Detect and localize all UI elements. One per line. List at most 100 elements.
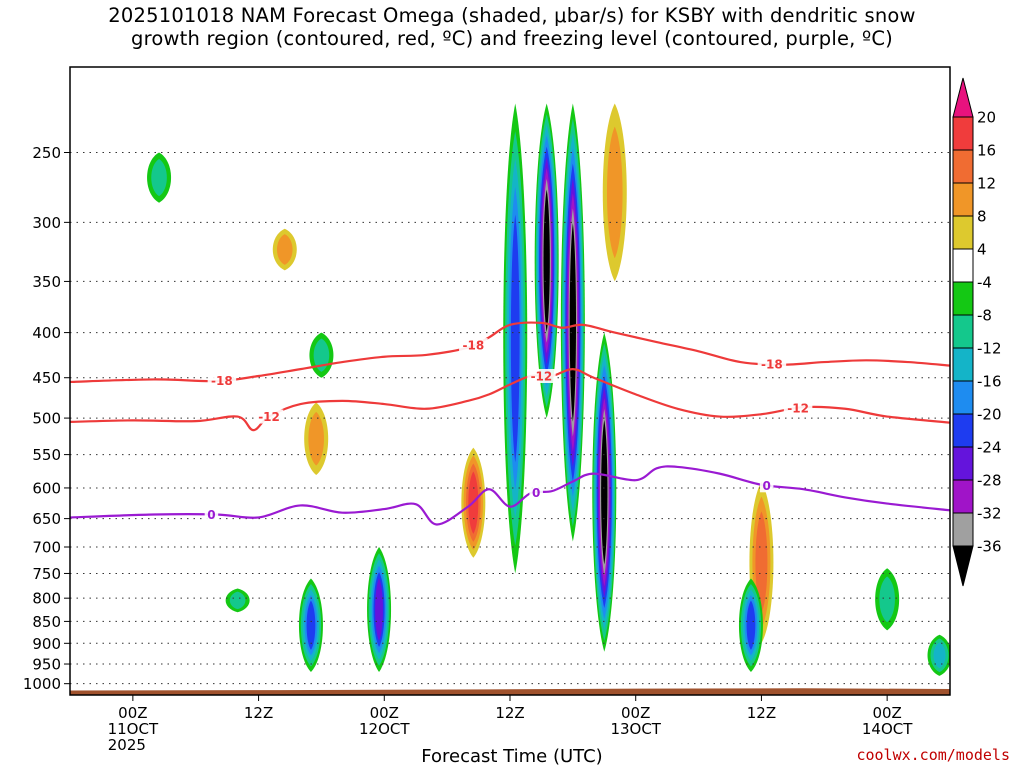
x-tick-label-18-1: 12Z xyxy=(244,704,273,722)
contour-label-bg-0-2 xyxy=(759,478,774,493)
omega-cell-1-level-60 xyxy=(276,234,293,265)
x-tick-label-6-2: 11OCT xyxy=(108,720,159,738)
colorbar-tick--8: -8 xyxy=(977,307,992,325)
colorbar-tick-8: 8 xyxy=(977,208,987,226)
contour-label--12-0: -12 xyxy=(258,410,280,424)
omega-cell-9-level-16 xyxy=(543,189,550,332)
omega-cell-2-level-60 xyxy=(313,338,330,372)
omega-cell-6-level-23 xyxy=(375,578,383,641)
y-tick-label-350: 350 xyxy=(32,273,61,291)
contour-label-0-2: 0 xyxy=(762,479,770,493)
title-line-2: growth region (contoured, red, ºC) and f… xyxy=(131,27,893,50)
omega-cell-13-level-43 xyxy=(755,511,768,614)
x-tick-label-30-1: 00Z xyxy=(370,704,399,722)
x-tick-label-6-3: 2025 xyxy=(108,736,146,754)
y-tick-label-500: 500 xyxy=(32,410,61,428)
y-tick-label-650: 650 xyxy=(32,510,61,528)
x-tick-label-42-1: 12Z xyxy=(495,704,524,722)
colorbar-bin--12--8 xyxy=(952,314,974,349)
omega-cell-5-level-27 xyxy=(306,600,316,650)
y-tick-label-250: 250 xyxy=(32,144,61,162)
y-tick-label-600: 600 xyxy=(32,479,61,497)
omega-cell-15-level-60 xyxy=(879,576,895,623)
colorbar-tick--36: -36 xyxy=(977,538,1002,556)
contour-label-bg-0-0 xyxy=(204,507,219,522)
y-tick-label-900: 900 xyxy=(32,635,61,653)
colorbar-bin--16--12 xyxy=(952,347,974,382)
y-tick-label-400: 400 xyxy=(32,324,61,342)
omega-colorbar: 20 16 12 8 4 -4 -8 -12 -16 -20 -24 -28 -32 -36 xyxy=(952,77,1002,587)
contour-label-0-0: 0 xyxy=(207,508,215,522)
colorbar-bin--28--24 xyxy=(952,446,974,481)
contour-label--12-1: -12 xyxy=(531,370,553,384)
omega-cell-3-level-60 xyxy=(308,411,324,466)
colorbar-bin-16-20 xyxy=(952,116,974,151)
colorbar-tick--12: -12 xyxy=(977,340,1002,358)
colorbar-tick--16: -16 xyxy=(977,373,1002,391)
colorbar-bin-top xyxy=(952,77,974,118)
colorbar-bin--24--20 xyxy=(952,413,974,448)
colorbar-bin-4-8 xyxy=(952,215,974,250)
contour-label-0-1: 0 xyxy=(532,486,540,500)
title-line-1: 2025101018 NAM Forecast Omega (shaded, μ… xyxy=(108,4,916,27)
omega-cell-4-level-60 xyxy=(229,591,246,610)
y-tick-label-1000: 1000 xyxy=(23,675,61,693)
contour-label-bg--12-0 xyxy=(254,409,284,424)
x-tick-label-6-1: 00Z xyxy=(118,704,147,722)
chart-title: 2025101018 NAM Forecast Omega (shaded, μ… xyxy=(0,4,1024,50)
y-tick-label-450: 450 xyxy=(32,369,61,387)
x-tick-label-78-2: 14OCT xyxy=(862,720,913,738)
contour-label--18-0: -18 xyxy=(211,374,233,388)
y-tick-label-550: 550 xyxy=(32,446,61,464)
colorbar-tick-4: 4 xyxy=(977,241,987,259)
credit-text: coolwx.com/models xyxy=(856,746,1010,764)
contour-label--18-1: -18 xyxy=(462,339,484,353)
contour--18-0 xyxy=(70,321,950,384)
x-tick-label-54-1: 00Z xyxy=(621,704,650,722)
contour-label-bg--12-2 xyxy=(783,401,813,416)
omega-cell-11-level-16 xyxy=(601,419,608,565)
contour--12-1 xyxy=(70,368,950,432)
colorbar-tick-20: 20 xyxy=(977,109,996,127)
y-tick-label-300: 300 xyxy=(32,214,61,232)
y-tick-label-800: 800 xyxy=(32,590,61,608)
colorbar-bin-bottom xyxy=(952,545,974,587)
x-tick-label-54-2: 13OCT xyxy=(610,720,661,738)
omega-cell-16-level-43 xyxy=(933,642,946,669)
colorbar-tick--32: -32 xyxy=(977,505,1002,523)
pressure-axis: 250 300 350 400 450 500 550 600 650 700 750 800 850 9… xyxy=(23,144,70,693)
colorbar-bin--4-4 xyxy=(952,248,974,283)
colorbar-bin--8--4 xyxy=(952,281,974,316)
y-tick-label-950: 950 xyxy=(32,656,61,674)
y-tick-label-850: 850 xyxy=(32,613,61,631)
omega-cell-12-level-60 xyxy=(606,126,623,259)
omega-cell-0-level-60 xyxy=(151,159,167,197)
x-tick-label-30-2: 12OCT xyxy=(359,720,410,738)
temperature-contours: -18 -18 -18 -12 -12 -12 0 0 0 xyxy=(70,321,950,526)
colorbar-tick--28: -28 xyxy=(977,472,1002,490)
contour-label-bg--12-1 xyxy=(527,369,556,384)
colorbar-tick--20: -20 xyxy=(977,406,1002,424)
colorbar-bin-12-16 xyxy=(952,149,974,184)
omega-cell-14-level-27 xyxy=(746,600,756,650)
y-tick-label-700: 700 xyxy=(32,539,61,557)
colorbar-bin--36--32 xyxy=(952,512,974,547)
contour-label--18-2: -18 xyxy=(761,358,783,372)
terrain-strip xyxy=(70,688,950,695)
x-tick-label-78-1: 00Z xyxy=(872,704,901,722)
colorbar-bin-8-12 xyxy=(952,182,974,217)
colorbar-tick--24: -24 xyxy=(977,439,1002,457)
contour-label-bg--18-2 xyxy=(757,357,787,372)
terrain-layer xyxy=(70,688,950,695)
contour-label-bg--18-0 xyxy=(207,373,237,388)
x-tick-label-66-1: 12Z xyxy=(747,704,776,722)
contour-label--12-2: -12 xyxy=(787,402,809,416)
colorbar-tick--4: -4 xyxy=(977,274,992,292)
colorbar-tick-12: 12 xyxy=(977,175,996,193)
y-tick-label-750: 750 xyxy=(32,565,61,583)
colorbar-bin--32--28 xyxy=(952,479,974,514)
omega-shading-layer xyxy=(147,103,950,676)
x-axis-title: Forecast Time (UTC) xyxy=(421,746,603,767)
